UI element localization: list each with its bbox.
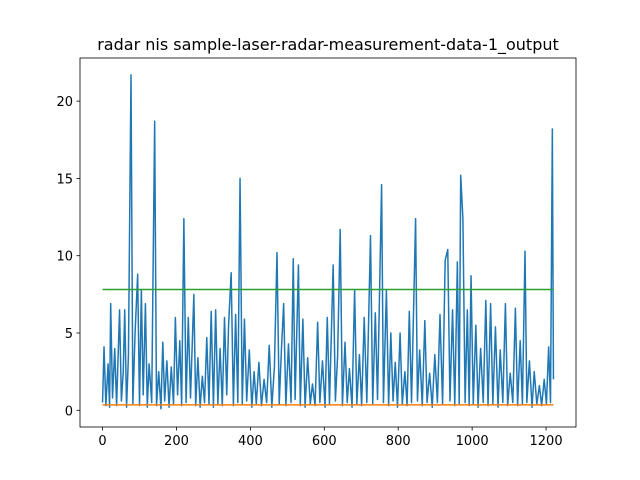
chart-title: radar nis sample-laser-radar-measurement…: [97, 35, 559, 55]
x-tick-label: 600: [312, 434, 337, 449]
x-tick-label: 200: [164, 434, 189, 449]
y-tick-label: 0: [65, 404, 73, 419]
y-tick-label: 10: [56, 250, 73, 265]
y-tick-label: 15: [56, 172, 73, 187]
y-tick-label: 20: [56, 95, 73, 110]
x-tick-label: 800: [386, 434, 411, 449]
plot-frame: [79, 57, 577, 428]
y-tick-label: 5: [65, 327, 73, 342]
x-tick-label: 400: [238, 434, 263, 449]
x-tick-label: 0: [98, 434, 106, 449]
data-line: [101, 74, 555, 410]
x-tick-label: 1200: [530, 434, 563, 449]
x-tick-label: 1000: [456, 434, 489, 449]
